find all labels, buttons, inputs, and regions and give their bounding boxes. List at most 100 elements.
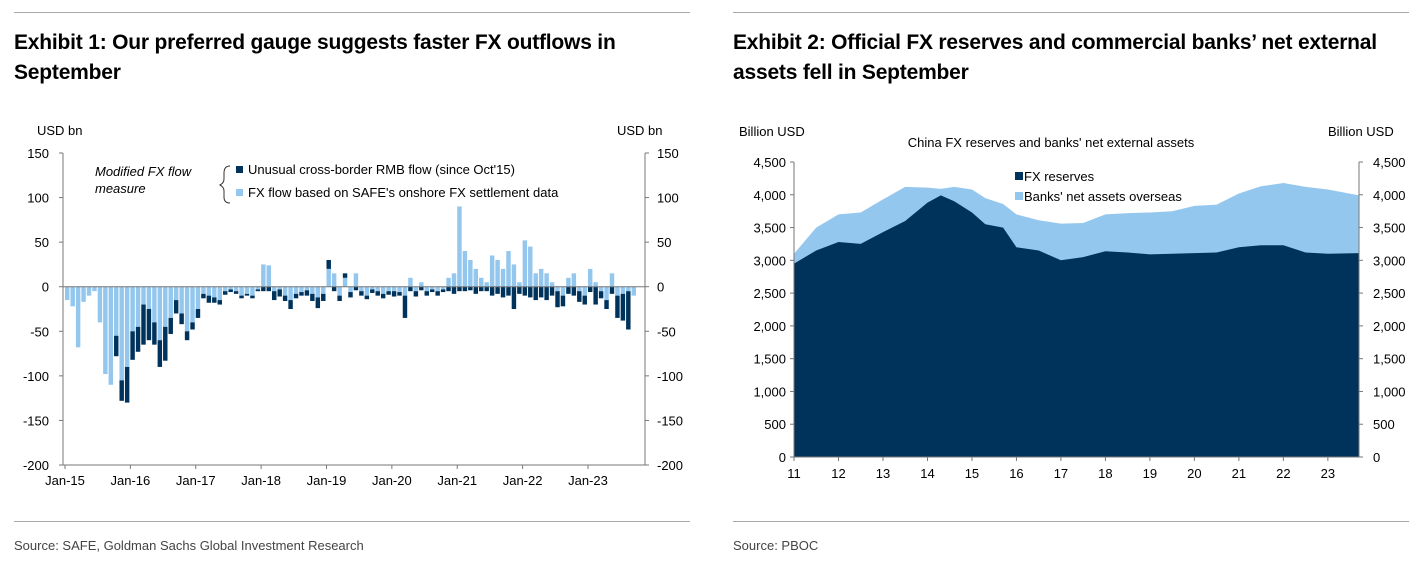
bar-fx-flow <box>506 251 511 287</box>
bar-unusual-rmb-flow <box>598 291 604 299</box>
x-tick-label: 17 <box>1054 466 1068 481</box>
bar-unusual-rmb-flow <box>168 317 173 334</box>
bar-unusual-rmb-flow <box>228 289 233 293</box>
exhibit2-bottom-rule <box>733 521 1409 522</box>
x-tick-label: 15 <box>965 466 979 481</box>
y-tick-label-right: -50 <box>657 324 676 339</box>
bar-fx-flow <box>299 286 304 293</box>
bar-fx-flow <box>364 286 370 296</box>
x-tick-label: 23 <box>1321 466 1335 481</box>
bar-fx-flow <box>609 273 615 287</box>
bar-unusual-rmb-flow <box>473 286 479 294</box>
x-tick-label: Jan-21 <box>437 473 477 488</box>
bar-fx-flow <box>380 286 386 294</box>
bar-unusual-rmb-flow <box>293 293 299 299</box>
y-axis-label-left: USD bn <box>37 123 83 138</box>
bar-unusual-rmb-flow <box>380 293 386 299</box>
bar-fx-flow <box>615 286 620 296</box>
bar-fx-flow <box>206 286 212 296</box>
exhibit2-source: Source: PBOC <box>733 538 819 553</box>
bar-fx-flow <box>310 286 315 294</box>
bar-fx-flow <box>65 286 70 301</box>
bar-fx-flow <box>375 286 380 292</box>
bar-fx-flow <box>152 286 157 323</box>
bar-unusual-rmb-flow <box>375 291 380 296</box>
bar-fx-flow <box>489 255 495 287</box>
bar-unusual-rmb-flow <box>402 295 408 318</box>
y-tick-label-left: 100 <box>27 191 49 206</box>
exhibit1-source: Source: SAFE, Goldman Sachs Global Inves… <box>14 538 364 553</box>
bar-unusual-rmb-flow <box>114 335 119 357</box>
bar-fx-flow <box>184 286 190 332</box>
bar-fx-flow <box>555 286 560 292</box>
bar-fx-flow <box>560 286 566 296</box>
y-tick-label-left: -100 <box>23 369 49 384</box>
bar-fx-flow <box>429 286 435 290</box>
bar-unusual-rmb-flow <box>364 295 370 300</box>
area-fx-reserves <box>794 195 1359 457</box>
y-tick-label-left: 2,000 <box>753 319 786 334</box>
bar-unusual-rmb-flow <box>500 286 506 298</box>
y-axis-label-left: Billion USD <box>739 124 805 139</box>
bar-fx-flow <box>255 286 261 290</box>
exhibit2-chart: Billion USD Billion USD China FX reserves … <box>739 124 1406 481</box>
bar-fx-flow <box>457 206 462 287</box>
bar-fx-flow <box>626 286 631 292</box>
bar-unusual-rmb-flow <box>522 286 528 296</box>
y-tick-label-right: 50 <box>657 235 671 250</box>
x-tick-label: Jan-18 <box>241 473 281 488</box>
bar-fx-flow <box>473 268 479 287</box>
bar-fx-flow <box>124 286 130 367</box>
x-tick-label: 21 <box>1232 466 1246 481</box>
bar-fx-flow <box>582 286 587 296</box>
bar-fx-flow <box>326 268 331 287</box>
y-tick-label-right: 1,000 <box>1373 384 1406 399</box>
bar-fx-flow <box>190 286 195 323</box>
bar-unusual-rmb-flow <box>119 380 124 401</box>
bar-fx-flow <box>135 286 141 327</box>
bar-fx-flow <box>533 273 538 287</box>
x-tick-label: 20 <box>1187 466 1201 481</box>
exhibit2-title: Exhibit 2: Official FX reserves and comm… <box>733 31 1377 84</box>
bar-unusual-rmb-flow <box>468 286 473 291</box>
bar-unusual-rmb-flow <box>511 286 517 309</box>
bar-fx-flow <box>304 286 310 291</box>
bar-fx-flow <box>342 277 348 287</box>
bar-unusual-rmb-flow <box>124 366 130 403</box>
y-tick-label-right: -100 <box>657 369 683 384</box>
x-tick-label: 18 <box>1098 466 1112 481</box>
bar-fx-flow <box>157 286 163 341</box>
bar-fx-flow <box>620 286 626 294</box>
bar-fx-flow <box>250 286 255 296</box>
bar-fx-flow <box>446 277 451 287</box>
bar-fx-flow <box>108 286 114 385</box>
bar-unusual-rmb-flow <box>429 289 435 293</box>
y-tick-label-left: -200 <box>23 458 49 473</box>
bar-unusual-rmb-flow <box>533 286 538 301</box>
bar-unusual-rmb-flow <box>609 286 615 294</box>
bar-unusual-rmb-flow <box>489 286 495 296</box>
y-tick-label-right: -200 <box>657 458 683 473</box>
bar-unusual-rmb-flow <box>413 291 419 297</box>
bar-fx-flow <box>462 251 468 287</box>
bar-unusual-rmb-flow <box>201 293 206 299</box>
x-tick-label: Jan-16 <box>110 473 150 488</box>
bar-unusual-rmb-flow <box>620 293 626 321</box>
bar-unusual-rmb-flow <box>173 300 179 314</box>
y-tick-label-right: 3,500 <box>1373 221 1406 236</box>
x-tick-label: Jan-22 <box>503 473 543 488</box>
y-tick-label-right: 3,000 <box>1373 253 1406 268</box>
bar-fx-flow <box>97 286 103 323</box>
annotation-brace <box>218 165 231 204</box>
bar-fx-flow <box>315 286 321 298</box>
bar-unusual-rmb-flow <box>310 293 315 301</box>
bar-fx-flow <box>468 259 473 287</box>
y-tick-label-left: 1,000 <box>753 384 786 399</box>
bar-unusual-rmb-flow <box>582 295 587 305</box>
bar-fx-flow <box>321 286 326 294</box>
bar-fx-flow <box>522 240 528 287</box>
x-tick-label: 11 <box>787 466 801 481</box>
bar-unusual-rmb-flow <box>135 326 141 352</box>
bar-fx-flow <box>598 286 604 292</box>
bar-fx-flow <box>272 286 277 292</box>
